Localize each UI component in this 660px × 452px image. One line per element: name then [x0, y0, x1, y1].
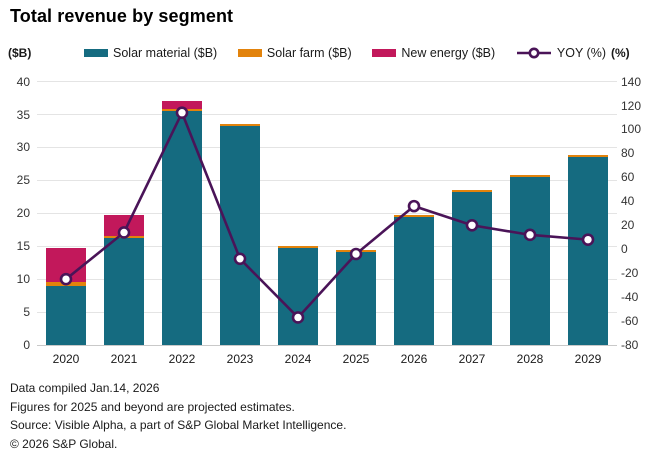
y-axis-left-tick: 30: [16, 140, 30, 155]
y-axis-right-tick: 20: [621, 218, 635, 233]
bar-segment-2021: [104, 215, 144, 237]
y-axis-left-tick: 40: [16, 74, 30, 89]
bar-segment-2027: [452, 191, 492, 345]
legend-item: YOY (%): [516, 46, 606, 60]
legend-line-marker-icon: [516, 47, 551, 59]
bar-segment-2029: [568, 155, 608, 157]
y-axis-left-tick: 10: [16, 272, 30, 287]
legend-swatch-icon: [84, 49, 108, 57]
legend-swatch-icon: [237, 49, 262, 57]
bar-segment-2027: [452, 189, 492, 192]
legend-label: Solar farm ($B): [266, 46, 352, 60]
legend-label: New energy ($B): [401, 46, 496, 60]
bar-segment-2023: [220, 123, 260, 126]
bar-segment-2023: [220, 125, 260, 345]
bar-segment-2021: [104, 238, 144, 345]
bar-segment-2020: [46, 286, 86, 345]
y-axis-right-tick: -80: [621, 338, 639, 352]
gridline: [37, 146, 617, 148]
x-tick-label: 2029: [574, 352, 602, 366]
bar-segment-2025: [336, 250, 376, 253]
x-tick-label: 2022: [168, 352, 196, 366]
legend-swatch-icon: [372, 49, 397, 57]
y-axis-right-tick: 0: [621, 242, 628, 257]
y-axis-right-tick: 140: [621, 74, 642, 89]
legend-item: Solar material ($B): [84, 46, 217, 60]
y-axis-right-tick: 80: [621, 146, 635, 161]
yoy-marker: [407, 199, 421, 213]
bar-segment-2024: [278, 247, 318, 345]
bar-segment-2025: [336, 252, 376, 345]
bar-segment-2020: [46, 248, 86, 283]
footnote-projection: Figures for 2025 and beyond are projecte…: [10, 399, 295, 414]
chart-title: Total revenue by segment: [10, 6, 234, 26]
x-tick-label: 2024: [284, 352, 312, 366]
bar-segment-2028: [510, 175, 550, 178]
x-tick-label: 2028: [516, 352, 544, 366]
bar-segment-2024: [278, 246, 318, 248]
y-axis-right-tick: -40: [621, 290, 639, 305]
y-axis-right-tick: 120: [621, 98, 642, 113]
y-axis-right-tick: 100: [621, 122, 642, 137]
bar-segment-2028: [510, 177, 550, 345]
x-tick-label: 2027: [458, 352, 486, 366]
x-tick-label: 2025: [342, 352, 370, 366]
bar-segment-2022: [162, 101, 202, 109]
y-axis-left-tick: 25: [16, 173, 30, 188]
y-axis-right-tick: 40: [621, 194, 635, 209]
bar-segment-2021: [104, 236, 144, 239]
y-axis-right-tick: 60: [621, 170, 635, 185]
bar-segment-2020: [46, 282, 86, 287]
y-axis-left-tick: 15: [16, 239, 30, 254]
footnote-compiled: Data compiled Jan.14, 2026: [10, 381, 160, 395]
bar-segment-2026: [394, 217, 434, 345]
bar-segment-2022: [162, 108, 202, 111]
x-tick-label: 2023: [226, 352, 254, 366]
gridline: [37, 81, 617, 83]
left-axis-unit-label: ($B): [8, 46, 32, 60]
y-axis-left-tick: 5: [23, 305, 30, 320]
legend-item: New energy ($B): [372, 46, 495, 60]
legend-label: Solar material ($B): [113, 46, 218, 60]
y-axis-right-tick: -20: [621, 266, 639, 281]
y-axis-right-tick: -60: [621, 314, 639, 329]
right-axis-unit-label: (%): [611, 46, 630, 60]
bar-segment-2026: [394, 215, 434, 218]
y-axis-left-tick: 35: [16, 107, 30, 122]
x-tick-label: 2021: [110, 352, 138, 366]
x-tick-label: 2020: [52, 352, 80, 366]
legend-label: YOY (%): [556, 46, 606, 60]
x-tick-label: 2026: [400, 352, 428, 366]
gridline: [37, 114, 617, 116]
legend: Solar material ($B) Solar farm ($B) New en…: [84, 44, 606, 62]
legend-item: Solar farm ($B): [237, 46, 352, 60]
y-axis-left-tick: 20: [16, 206, 30, 221]
bar-segment-2022: [162, 110, 202, 345]
y-axis-left-tick: 0: [23, 338, 30, 352]
x-axis-baseline: [37, 344, 617, 346]
footnote-source: Source: Visible Alpha, a part of S&P Glo…: [10, 418, 347, 432]
bar-segment-2029: [568, 156, 608, 345]
footnotes: Data compiled Jan.14, 2026 Figures for 2…: [10, 379, 346, 452]
footnote-copyright: © 2026 S&P Global.: [10, 436, 118, 451]
